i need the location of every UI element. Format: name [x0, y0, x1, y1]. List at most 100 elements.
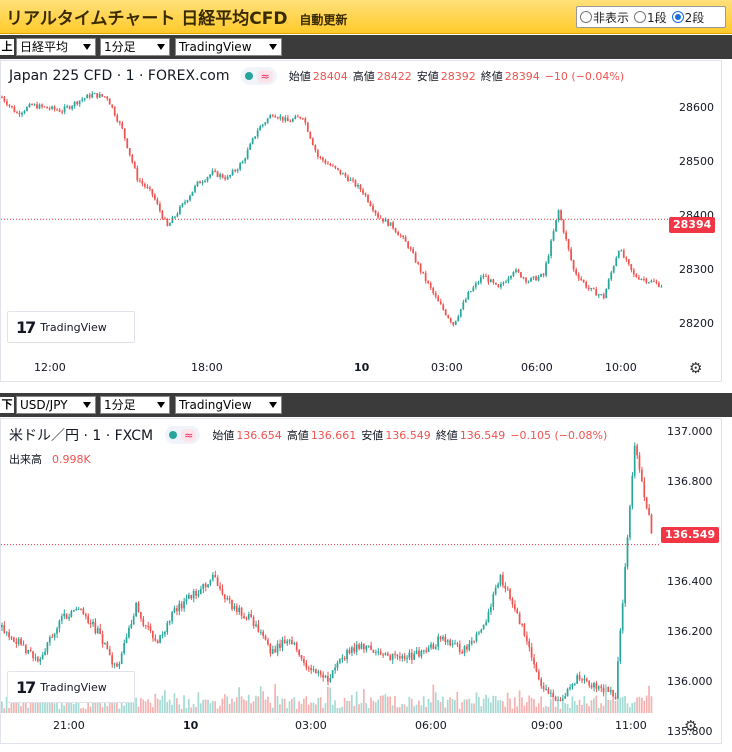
volume-bar	[128, 702, 130, 713]
radio-hide[interactable]	[580, 11, 592, 23]
candle-body	[622, 250, 625, 258]
candle-body	[620, 250, 623, 252]
volume-bar	[365, 702, 368, 713]
candle-body	[569, 687, 571, 689]
candle-body	[427, 280, 430, 283]
candle-body	[274, 116, 277, 118]
chevron-down-icon	[83, 44, 91, 50]
candle-body	[434, 293, 437, 297]
candle-body	[101, 633, 104, 645]
volume-bar	[39, 699, 42, 713]
volume-bar	[542, 707, 545, 713]
mode-option-one[interactable]: 1段	[634, 9, 667, 26]
candle-body	[327, 675, 329, 682]
top-symbol-select[interactable]: 日経平均	[16, 38, 96, 56]
volume-bar	[77, 698, 80, 713]
bottom-chart-panel[interactable]: 米ドル／円 · 1 · FXCM ≈ 始値 136.654 高値 136.661 安…	[0, 418, 722, 744]
candle-body	[509, 589, 511, 599]
volume-bar	[530, 697, 533, 713]
candle-body	[281, 639, 284, 648]
candle-body	[141, 180, 144, 184]
candle-body	[63, 613, 66, 617]
top-provider-select[interactable]: TradingView	[175, 38, 282, 56]
volume-bar	[362, 688, 365, 713]
candle-body	[619, 630, 622, 662]
candle-body	[451, 643, 454, 646]
volume-bar	[274, 683, 276, 713]
candle-body	[128, 627, 130, 638]
time-tick-label: 06:00	[415, 719, 447, 732]
candle-body	[101, 94, 104, 97]
candle-body	[474, 283, 477, 288]
volume-bar	[312, 702, 315, 713]
candle-body	[500, 283, 502, 288]
radio-one[interactable]	[634, 11, 647, 23]
candle-body	[80, 608, 82, 610]
candle-body	[379, 651, 382, 655]
market-status-pill[interactable]: ≈	[165, 426, 201, 444]
candle-body	[58, 620, 61, 629]
bottom-interval-select[interactable]: 1分足	[100, 396, 170, 414]
candle-body	[116, 663, 118, 667]
volume-bar	[12, 700, 15, 713]
top-price-chart[interactable]	[1, 61, 669, 351]
volume-bar	[178, 704, 181, 713]
volume-bar	[370, 697, 372, 713]
gear-icon[interactable]: ⚙	[689, 359, 703, 377]
candle-body	[525, 635, 528, 642]
low-label: 安値	[361, 429, 384, 442]
bottom-symbol-select[interactable]: USD/JPY	[16, 396, 96, 414]
candle-body	[614, 696, 617, 699]
candle-body	[647, 282, 650, 284]
candle-body	[87, 616, 89, 623]
volume-bar	[3, 708, 6, 713]
bottom-price-chart[interactable]	[1, 419, 661, 715]
candle-body	[502, 282, 505, 284]
top-chart-panel[interactable]: Japan 225 CFD · 1 · FOREX.com ≈ 始値 28404 …	[0, 60, 722, 382]
candle-body	[359, 185, 362, 190]
radio-two[interactable]	[671, 11, 684, 23]
candle-body	[46, 106, 48, 109]
candle-body	[417, 262, 420, 264]
volume-bar	[576, 704, 578, 713]
candle-body	[58, 110, 61, 112]
time-tick-label: 10:00	[605, 361, 637, 374]
tradingview-logo[interactable]: 17 TradingView	[7, 311, 135, 343]
volume-bar	[154, 693, 157, 713]
candle-body	[590, 287, 593, 290]
tradingview-logo[interactable]: 17 TradingView	[7, 671, 135, 703]
candle-body	[439, 301, 442, 305]
candle-body	[384, 653, 387, 655]
low-value: 136.549	[385, 428, 431, 442]
candle-body	[36, 104, 38, 109]
candle-body	[130, 623, 133, 628]
candle-body	[296, 116, 299, 118]
candle-body	[143, 183, 146, 187]
candle-body	[482, 275, 485, 278]
top-position-label: 上	[0, 39, 14, 55]
gear-icon[interactable]: ⚙	[684, 717, 698, 735]
top-interval-select[interactable]: 1分足	[100, 38, 170, 56]
mode-option-two[interactable]: 2段	[671, 9, 704, 26]
volume-bar	[449, 697, 451, 713]
candle-body	[294, 116, 297, 119]
volume-bar	[281, 698, 284, 713]
candle-body	[161, 210, 164, 219]
candle-body	[223, 594, 226, 600]
mode-option-hide[interactable]: 非表示	[580, 9, 629, 26]
candle-body	[364, 193, 367, 196]
bottom-provider-select[interactable]: TradingView	[175, 396, 282, 414]
candle-body	[21, 112, 23, 115]
volume-bar	[612, 696, 614, 713]
candle-body	[249, 143, 252, 150]
candle-body	[537, 671, 540, 680]
market-status-pill[interactable]: ≈	[241, 67, 277, 85]
candle-body	[3, 625, 6, 633]
candle-body	[175, 608, 178, 612]
market-open-icon	[245, 72, 254, 80]
candle-body	[499, 574, 502, 585]
volume-bar	[523, 705, 526, 713]
candle-body	[51, 106, 53, 109]
candle-body	[595, 289, 598, 296]
candle-body	[532, 276, 535, 278]
